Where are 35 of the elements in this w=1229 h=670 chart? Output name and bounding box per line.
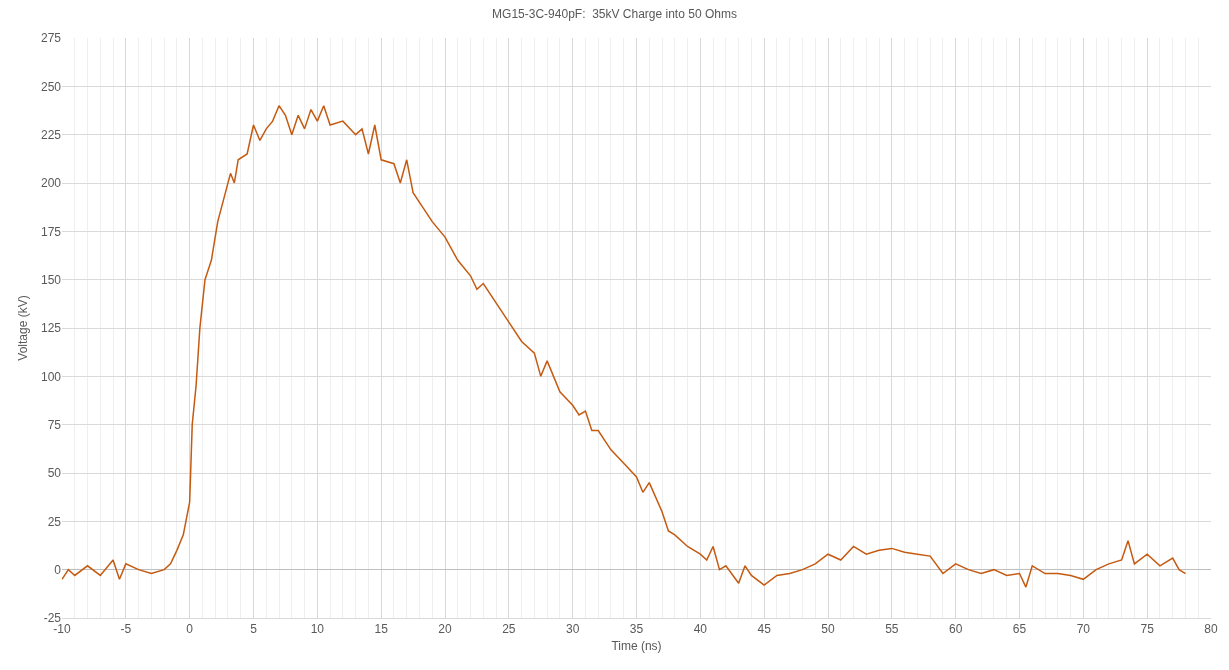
x-tick-label: 0 [186, 622, 194, 637]
y-tick-label: 50 [47, 466, 62, 481]
x-tick-label: 30 [565, 622, 580, 637]
y-tick-label: 125 [40, 321, 62, 336]
x-tick-label: 40 [693, 622, 708, 637]
x-tick-label: -10 [53, 622, 71, 637]
x-axis-title: Time (ns) [611, 639, 662, 654]
y-tick-label: 150 [40, 272, 62, 287]
x-tick-label: 65 [1012, 622, 1027, 637]
y-tick-label: 25 [47, 514, 62, 529]
x-tick-label: 55 [885, 622, 899, 637]
chart-title: MG15-3C-940pF: 35kV Charge into 50 Ohms [492, 7, 737, 22]
x-tick-label: 20 [438, 622, 452, 637]
x-tick-label: 10 [310, 622, 325, 637]
y-tick-label: 100 [40, 369, 62, 384]
x-tick-label: 45 [757, 622, 772, 637]
y-tick-label: 250 [40, 79, 62, 94]
y-tick-label: 200 [40, 176, 62, 191]
y-tick-label: 0 [54, 562, 62, 577]
x-tick-label: 60 [948, 622, 963, 637]
x-tick-label: 5 [250, 622, 258, 637]
y-tick-label: 225 [40, 127, 62, 142]
x-tick-label: 80 [1204, 622, 1218, 637]
x-tick-label: 75 [1140, 622, 1155, 637]
y-tick-label: 75 [47, 417, 62, 432]
x-tick-label: -5 [120, 622, 132, 637]
x-tick-label: 35 [629, 622, 644, 637]
y-tick-label: 175 [40, 224, 62, 239]
y-axis-title: Voltage (kV) [16, 295, 31, 361]
y-tick-label: 275 [40, 31, 62, 46]
x-tick-label: 15 [374, 622, 389, 637]
x-tick-label: 50 [821, 622, 835, 637]
x-tick-label: 25 [502, 622, 516, 637]
line-series [62, 104, 1187, 588]
x-tick-label: 70 [1076, 622, 1091, 637]
